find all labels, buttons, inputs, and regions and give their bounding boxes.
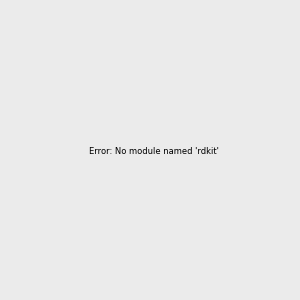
- Text: Error: No module named 'rdkit': Error: No module named 'rdkit': [89, 147, 219, 156]
